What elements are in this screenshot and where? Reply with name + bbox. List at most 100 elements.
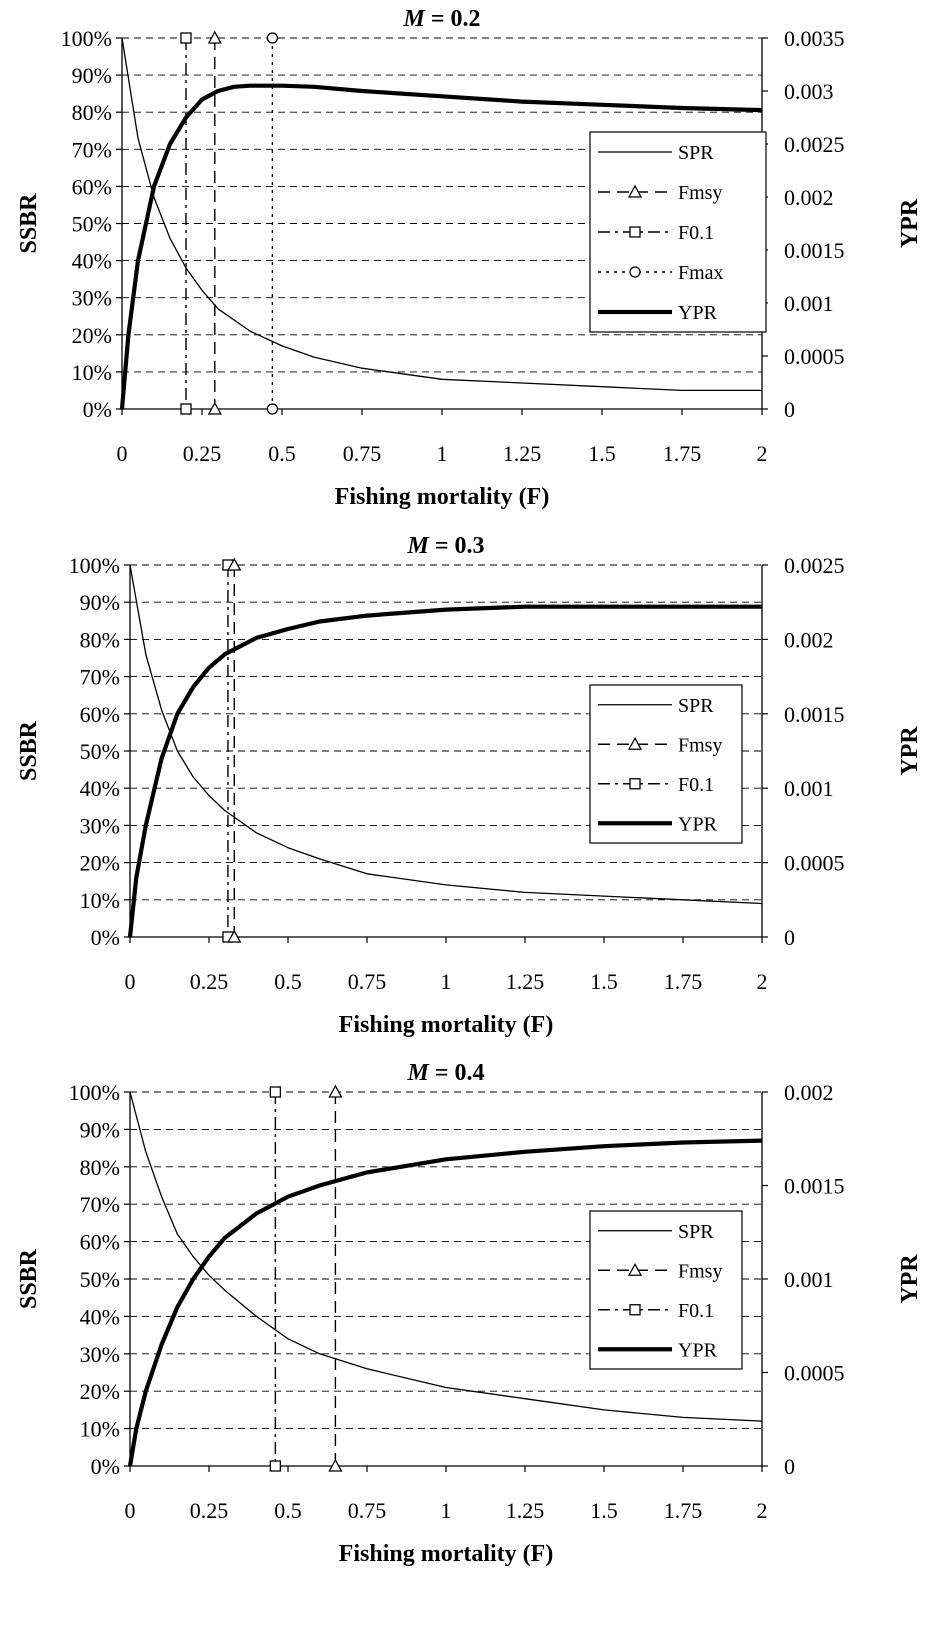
x-tick-label: 0 [125,1498,136,1523]
y-right-tick-label: 0.002 [784,185,834,210]
y-left-tick-label: 70% [80,1192,120,1217]
x-tick-label: 1.75 [664,969,703,994]
x-tick-label: 1 [441,969,452,994]
y-left-tick-label: 40% [72,249,112,274]
y-left-tick-label: 50% [72,212,112,237]
y-right-tick-label: 0.0005 [784,1361,845,1386]
legend: SPR Fmsy F0.1 Fmax YPR [589,131,767,333]
x-tick-label: 0.5 [274,1498,302,1523]
y-left-tick-label: 10% [80,888,120,913]
y-left-tick-label: 90% [80,590,120,615]
y-right-tick-label: 0.0005 [784,344,845,369]
legend-box [589,1210,743,1370]
y-right-tick-label: 0.0035 [784,26,845,51]
y-right-tick-label: 0.001 [784,291,834,316]
ref-marker-top-fmsy [207,30,222,44]
ref-marker-top-fmsy [227,557,242,571]
legend-marker-f01 [629,778,641,790]
y-right-tick-label: 0 [784,925,795,950]
y-right-axis-title: YPR [897,1254,923,1304]
x-axis-title: Fishing mortality (F) [339,1541,554,1567]
y-left-tick-label: 60% [72,174,112,199]
chart-title-variable: M [402,6,426,32]
legend-marker-fmsy [627,184,643,198]
legend-label: YPR [678,302,718,324]
x-tick-label: 0.25 [183,441,222,466]
y-left-tick-label: 70% [72,137,112,162]
y-left-tick-label: 20% [80,851,120,876]
y-left-tick-label: 80% [80,1155,120,1180]
ref-marker-bottom-f01 [269,1460,282,1472]
ref-marker-top-fmax [266,32,279,44]
x-tick-label: 0.75 [348,969,387,994]
chart-title: M = 0.4 [406,1060,484,1086]
y-left-tick-label: 90% [80,1117,120,1142]
y-left-tick-label: 30% [80,1342,120,1367]
chart-title-value: = 0.3 [429,533,485,559]
series-ypr [119,83,763,410]
legend-label: Fmsy [678,182,722,204]
chart-title: M = 0.3 [406,533,484,559]
chart-title-value: = 0.4 [429,1060,485,1086]
ref-marker-bottom-f01 [180,403,192,415]
y-right-axis-title: YPR [897,198,923,248]
x-tick-label: 0.75 [348,1498,387,1523]
y-right-tick-label: 0.002 [784,627,834,652]
legend: SPR Fmsy F0.1 YPR [589,684,743,844]
legend-label: YPR [678,1339,718,1361]
legend-label: SPR [678,695,714,717]
y-right-tick-label: 0.0015 [784,238,845,263]
x-tick-label: 0.25 [190,969,229,994]
x-tick-label: 1.25 [503,441,542,466]
legend-marker-f01 [629,226,641,238]
series-spr [121,37,762,392]
legend: SPR Fmsy F0.1 YPR [589,1210,743,1370]
y-left-tick-label: 80% [72,100,112,125]
legend-label: Fmax [678,262,724,284]
x-tick-label: 1 [437,441,448,466]
legend-marker-fmax [629,266,641,278]
legend-label: Fmsy [678,734,722,756]
legend-label: F0.1 [678,222,714,244]
legend-label: SPR [678,142,714,164]
y-right-tick-label: 0.003 [784,79,834,104]
ref-marker-top-f01 [180,32,192,44]
y-left-tick-label: 70% [80,665,120,690]
ref-marker-top-f01 [269,1086,282,1098]
legend-marker-f01 [629,1304,641,1316]
y-left-tick-label: 80% [80,627,120,652]
x-tick-label: 1.25 [506,969,545,994]
y-right-tick-label: 0.0005 [784,851,845,876]
y-left-tick-label: 0% [91,925,120,950]
y-left-tick-label: 10% [80,1417,120,1442]
legend-label: SPR [678,1221,714,1243]
y-left-tick-label: 50% [80,1267,120,1292]
y-left-tick-label: 90% [72,63,112,88]
y-left-axis-title: SSBR [16,193,42,254]
x-tick-label: 1 [441,1498,452,1523]
x-tick-label: 1.25 [506,1498,545,1523]
legend-box [589,131,767,333]
y-left-tick-label: 100% [69,553,120,578]
chart-title-variable: M [406,1060,430,1086]
y-right-tick-label: 0 [784,397,795,422]
ref-marker-bottom-fmsy [328,1458,343,1472]
chart-title-value: = 0.2 [425,6,481,32]
x-tick-label: 0 [117,441,128,466]
y-right-axis-title: YPR [897,726,923,776]
x-tick-label: 0.25 [190,1498,229,1523]
y-right-tick-label: 0.0015 [784,702,845,727]
x-tick-label: 1.5 [590,1498,618,1523]
x-tick-label: 0.5 [274,969,302,994]
y-left-tick-label: 60% [80,1230,120,1255]
y-left-tick-label: 100% [69,1080,120,1105]
y-left-tick-label: 20% [72,323,112,348]
chart-title-variable: M [406,533,430,559]
x-tick-label: 1.75 [664,1498,703,1523]
x-tick-label: 1.5 [588,441,616,466]
y-left-tick-label: 10% [72,360,112,385]
y-left-tick-label: 30% [72,286,112,311]
y-left-tick-label: 100% [61,26,112,51]
ref-marker-bottom-fmax [266,403,279,415]
y-left-tick-label: 0% [91,1454,120,1479]
